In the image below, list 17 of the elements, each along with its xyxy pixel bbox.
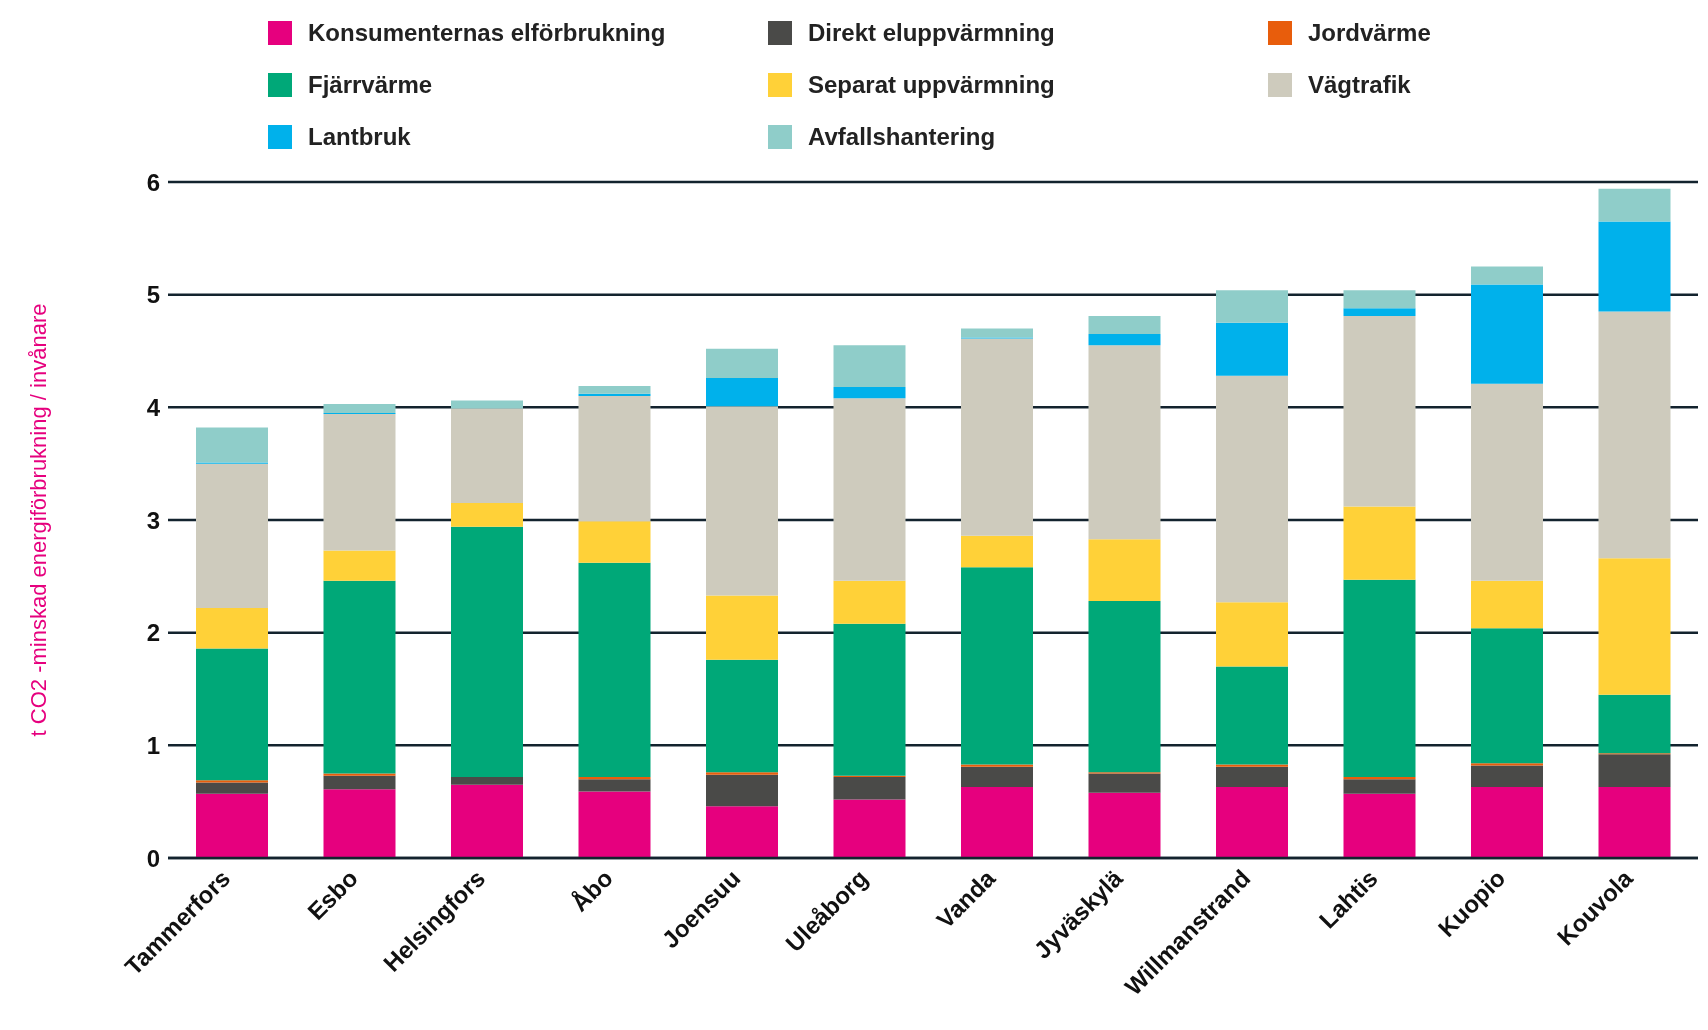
y-tick-label: 3	[146, 506, 160, 534]
legend-label: Lantbruk	[308, 123, 411, 151]
legend-label: Jordvärme	[1308, 19, 1431, 47]
legend-label: Direkt eluppvärmning	[808, 19, 1055, 47]
y-tick-label: 1	[146, 731, 160, 759]
legend-label: Fjärrvärme	[308, 71, 433, 99]
x-tick-label: Åbo	[565, 864, 618, 917]
y-axis-title: t CO2 -minskad energiförbrukning / invånare	[25, 303, 51, 737]
legend-label: Separat uppvärmning	[808, 71, 1055, 99]
y-tick-label: 2	[146, 619, 160, 647]
y-tick-label: 4	[146, 393, 161, 421]
y-tick-label: 6	[146, 168, 160, 196]
y-tick-label: 0	[146, 844, 160, 872]
legend-label: Vägtrafik	[1308, 71, 1411, 99]
y-tick-label: 5	[146, 281, 160, 309]
legend-label: Konsumenternas elförbrukning	[308, 19, 666, 47]
legend-label: Avfallshantering	[808, 123, 996, 151]
